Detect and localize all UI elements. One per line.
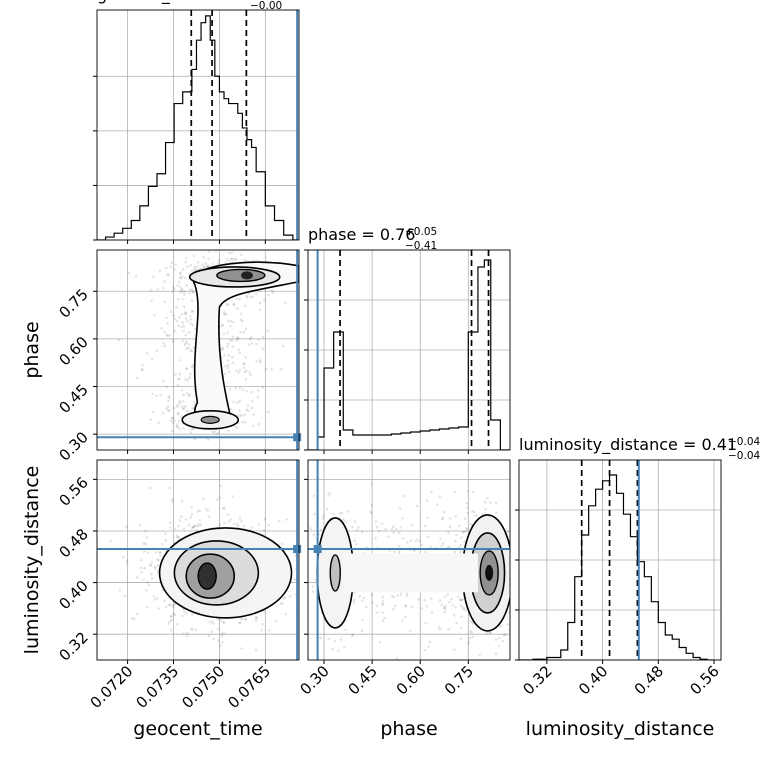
y-tick-label: 0.32 bbox=[55, 628, 91, 664]
y-tick-label: 0.75 bbox=[55, 285, 91, 321]
y-axis-label-luminosity_distance: luminosity_distance bbox=[21, 466, 43, 655]
x-tick-label: 0.0720 bbox=[87, 662, 137, 712]
x-tick-label: 0.0750 bbox=[178, 662, 228, 712]
x-tick-label: 0.60 bbox=[393, 662, 429, 698]
x-tick-label: 0.48 bbox=[631, 662, 667, 698]
x-tick-label: 0.56 bbox=[687, 662, 723, 698]
title-upper-error: +0.05 bbox=[405, 226, 437, 238]
y-tick-label: 0.45 bbox=[55, 381, 91, 417]
scatter-panel-geocent_time-luminosity_distance bbox=[93, 459, 302, 664]
histogram-geocent_time bbox=[97, 15, 299, 240]
x-axis-label-geocent_time: geocent_time bbox=[133, 718, 262, 740]
title-upper-error: +0.04 bbox=[728, 436, 760, 448]
histogram-phase bbox=[308, 259, 510, 450]
title-lower-error: −0.00 bbox=[250, 0, 282, 12]
x-tick-label: 0.75 bbox=[441, 662, 477, 698]
scatter-panel-geocent_time-phase bbox=[93, 249, 302, 454]
hist-panel-phase: phase = 0.76+0.05 −0.41 bbox=[304, 225, 511, 454]
panel-title-luminosity_distance: luminosity_distance = 0.41 bbox=[519, 435, 737, 455]
axes-frame bbox=[307, 249, 511, 451]
axes-frame bbox=[96, 9, 300, 241]
y-tick-label: 0.56 bbox=[55, 473, 91, 509]
y-tick-label: 0.60 bbox=[55, 333, 91, 369]
y-tick-label: 0.30 bbox=[55, 428, 91, 464]
x-tick-label: 0.40 bbox=[575, 662, 611, 698]
x-tick-label: 0.30 bbox=[297, 662, 333, 698]
title-lower-error: −0.41 bbox=[405, 240, 437, 252]
density-contours bbox=[316, 514, 510, 632]
truth-marker bbox=[293, 433, 302, 442]
density-contours bbox=[158, 527, 293, 619]
title-lower-error: −0.04 bbox=[728, 450, 760, 462]
truth-marker bbox=[313, 545, 322, 554]
panel-title-phase: phase = 0.76 bbox=[308, 225, 415, 244]
axes-frame bbox=[307, 459, 511, 661]
y-tick-label: 0.48 bbox=[55, 525, 91, 561]
hist-panel-luminosity_distance: luminosity_distance = 0.41+0.04 −0.04 bbox=[515, 435, 760, 664]
scatter-panel-phase-luminosity_distance bbox=[304, 459, 511, 664]
axes-frame bbox=[96, 249, 300, 451]
density-contours bbox=[181, 261, 299, 430]
x-tick-label: 0.32 bbox=[519, 662, 555, 698]
x-tick-label: 0.0765 bbox=[224, 662, 274, 712]
truth-marker bbox=[293, 545, 302, 554]
axes-frame bbox=[96, 459, 300, 661]
y-axis-label-phase: phase bbox=[21, 321, 43, 378]
axes-frame bbox=[518, 459, 722, 661]
y-tick-label: 0.40 bbox=[55, 577, 91, 613]
x-tick-label: 0.0735 bbox=[132, 662, 182, 712]
hist-panel-geocent_time: geocent_time = 0.07+0.00−0.00 bbox=[93, 0, 300, 244]
x-axis-label-phase: phase bbox=[380, 718, 437, 740]
panel-title-geocent_time: geocent_time = 0.07 bbox=[97, 0, 265, 5]
x-tick-label: 0.45 bbox=[345, 662, 381, 698]
histogram-luminosity_distance bbox=[519, 474, 715, 660]
x-axis-label-luminosity_distance: luminosity_distance bbox=[526, 718, 715, 740]
